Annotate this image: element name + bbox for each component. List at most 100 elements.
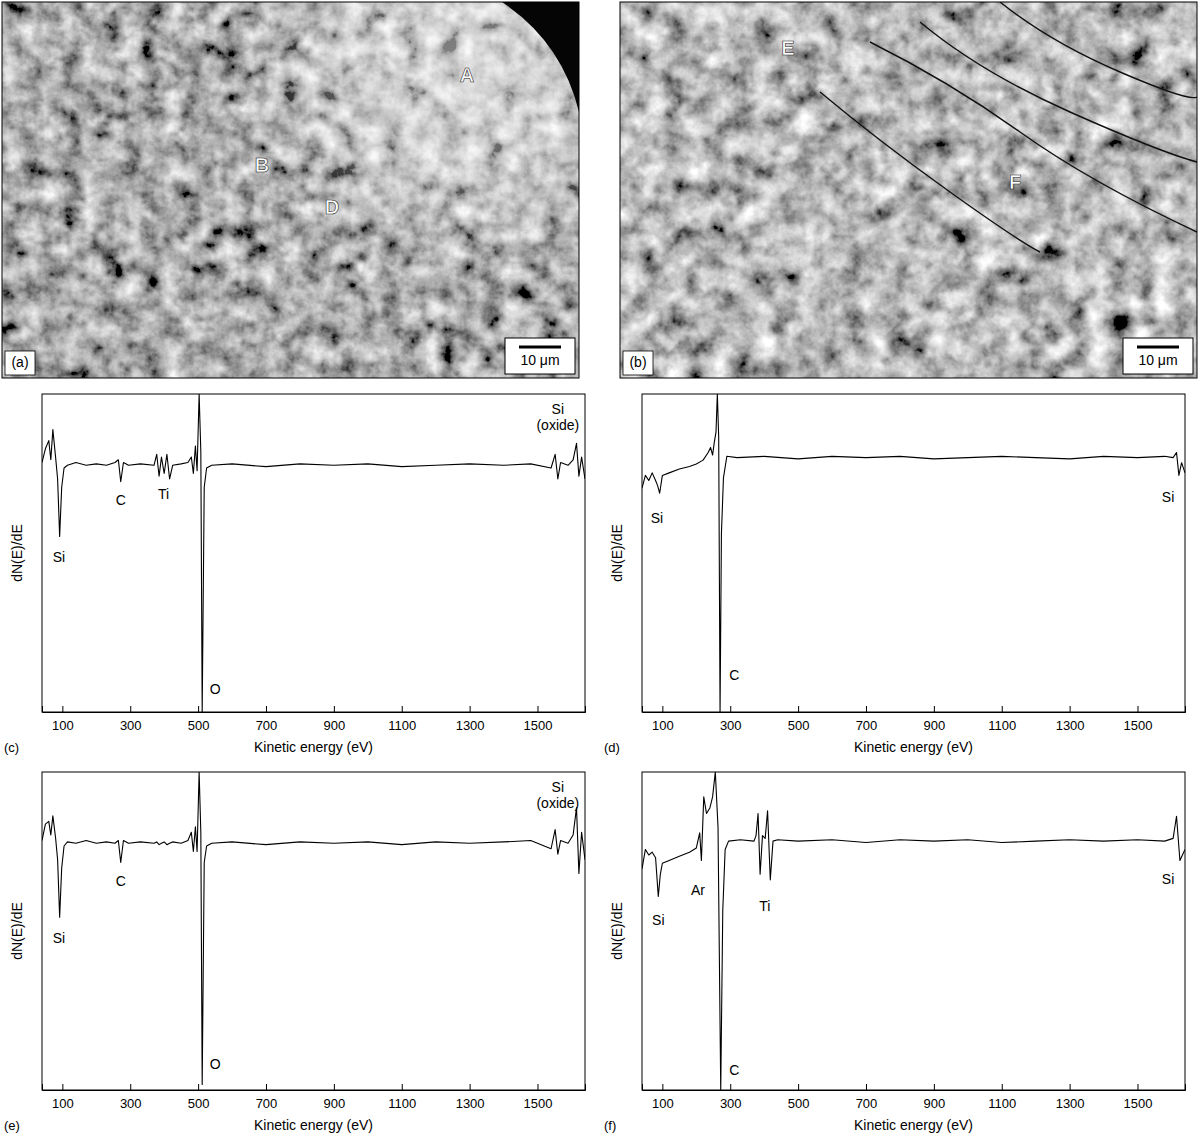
panel-letter: (e) [4, 1118, 20, 1133]
figure: ABD10 μm(a)EF10 μm(b)1003005007009001100… [0, 0, 1199, 1144]
x-tick-label: 500 [188, 1096, 210, 1111]
micrograph-image [620, 2, 1197, 378]
x-tick-mark [198, 706, 199, 712]
peak-label: C [116, 872, 126, 888]
peak-label-line: O [210, 1056, 221, 1072]
x-axis: 100300500700900110013001500 [643, 706, 1186, 733]
peak-label: Si [53, 549, 65, 565]
x-tick-label: 1500 [1124, 718, 1153, 733]
x-axis-line [43, 1084, 586, 1091]
x-tick-mark [934, 1084, 935, 1090]
x-tick-mark [934, 706, 935, 712]
x-tick-label: 500 [788, 718, 810, 733]
plot-frame [42, 772, 585, 1090]
x-tick-mark [266, 706, 267, 712]
peak-label-line: Si [552, 401, 564, 417]
region-label: D [325, 196, 339, 218]
micrograph: EF10 μm(b) [620, 2, 1197, 378]
peak-label-line: Si [1162, 489, 1174, 505]
region-label: B [255, 154, 269, 176]
x-tick-mark [62, 706, 63, 712]
spectrum-panel: 100300500700900110013001500Kinetic energ… [4, 394, 586, 755]
x-axis-line [643, 1084, 1186, 1091]
x-tick-mark [62, 1084, 63, 1090]
x-tick-mark [662, 706, 663, 712]
crack [920, 22, 1197, 162]
x-tick: 1300 [456, 706, 485, 733]
x-tick-label: 100 [652, 718, 674, 733]
peak-label-line: Si [651, 509, 663, 525]
x-axis: 100300500700900110013001500 [43, 706, 586, 733]
panel-letter: (f) [604, 1118, 616, 1133]
x-tick-label: 700 [856, 718, 878, 733]
x-tick-label: 1100 [388, 1096, 416, 1111]
crack [870, 42, 1197, 232]
x-axis-line [643, 706, 1186, 713]
x-tick-label: 700 [256, 718, 278, 733]
scale-bar-label: 10 μm [1138, 352, 1177, 368]
peak-label-line: Ti [759, 898, 770, 914]
x-tick: 300 [720, 706, 742, 733]
crack [820, 92, 1040, 252]
x-tick-label: 100 [52, 1096, 74, 1111]
x-tick: 900 [324, 706, 346, 733]
peak-label-line: C [729, 667, 739, 683]
x-tick: 900 [324, 1084, 346, 1111]
x-tick-label: 1100 [388, 718, 416, 733]
peak-label-line: Si [53, 549, 65, 565]
x-tick: 500 [788, 1084, 810, 1111]
x-tick-label: 500 [188, 718, 210, 733]
x-tick-label: 900 [924, 718, 946, 733]
x-tick-mark [537, 706, 538, 712]
plot-frame [642, 772, 1185, 1090]
x-tick-mark [266, 1084, 267, 1090]
y-axis-title: dN(E)/dE [609, 524, 625, 582]
panel-letter: (c) [4, 740, 19, 755]
x-tick-mark [866, 706, 867, 712]
peak-label-line: C [116, 492, 126, 508]
panel-letter-box [623, 351, 653, 375]
peak-label: C [729, 1061, 739, 1077]
x-tick-mark [1070, 706, 1071, 712]
x-tick-label: 300 [120, 1096, 142, 1111]
spectrum-panel: 100300500700900110013001500Kinetic energ… [604, 394, 1186, 755]
x-tick-mark [1002, 706, 1003, 712]
peak-label: Ti [158, 486, 169, 502]
x-tick-mark [334, 706, 335, 712]
y-axis-title: dN(E)/dE [9, 902, 25, 960]
region-label: E [781, 37, 794, 59]
peak-label-line: (oxide) [536, 795, 579, 811]
x-tick-mark [662, 1084, 663, 1090]
x-tick-label: 100 [652, 1096, 674, 1111]
x-tick-label: 1100 [988, 718, 1016, 733]
plot-area [42, 772, 585, 1085]
plot-area [642, 394, 1185, 712]
x-tick-label: 1500 [1124, 1096, 1153, 1111]
x-tick-mark [730, 706, 731, 712]
y-axis-title: dN(E)/dE [9, 524, 25, 582]
x-tick-mark [334, 1084, 335, 1090]
panel-letter-box [5, 351, 35, 375]
peak-label: Ti [759, 898, 770, 914]
x-tick: 500 [788, 706, 810, 733]
x-tick-mark [1137, 1084, 1138, 1090]
x-tick-label: 1500 [524, 718, 553, 733]
peak-label: Si [651, 509, 663, 525]
x-tick-mark [198, 1084, 199, 1090]
region-label: F [1009, 171, 1021, 193]
x-tick: 700 [856, 706, 878, 733]
x-tick: 900 [924, 1084, 946, 1111]
x-tick: 1100 [388, 1084, 416, 1111]
x-tick-mark [798, 1084, 799, 1090]
scale-bar-line [1137, 346, 1179, 349]
peak-label-line: Si [552, 779, 564, 795]
background-corner [502, 2, 579, 112]
x-tick-mark [866, 1084, 867, 1090]
x-tick: 900 [924, 706, 946, 733]
x-tick-label: 1300 [456, 718, 485, 733]
x-tick-mark [1070, 1084, 1071, 1090]
peak-label-line: C [116, 872, 126, 888]
x-tick-mark [402, 706, 403, 712]
x-tick-label: 700 [256, 1096, 278, 1111]
x-tick-label: 300 [120, 718, 142, 733]
